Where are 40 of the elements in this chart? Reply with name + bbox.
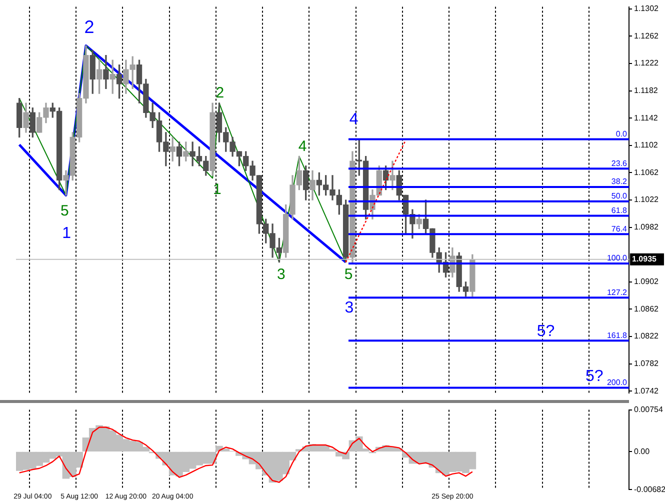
y-tick-label: -0.00682 [634, 484, 665, 494]
annotation: 61.8 [611, 206, 628, 215]
y-tick-label: 1.0742 [634, 386, 660, 396]
annotation: 4 [298, 138, 307, 155]
y-tick-label: 0.00 [634, 446, 650, 456]
y-tick-label: 1.1102 [634, 140, 658, 150]
annotation: 100.0 [606, 254, 628, 263]
annotation: 2 [216, 84, 224, 102]
y-tick-label: 0.00754 [634, 405, 664, 414]
annotation: 2 [84, 16, 94, 37]
annotation: 127.2 [606, 288, 628, 297]
annotation: 3 [277, 266, 286, 284]
annotation: 5 [60, 202, 69, 220]
annotation: 23.6 [611, 158, 628, 168]
ref-line-label: 1.0935 [632, 254, 658, 264]
y-tick-label: 1.1222 [634, 58, 660, 68]
y-tick-label: 1.0862 [634, 304, 660, 314]
y-tick-label: 1.1062 [634, 168, 660, 177]
annotation: 1 [213, 180, 222, 198]
y-tick-label: 1.1302 [634, 4, 660, 14]
y-tick-label: 1.1022 [634, 195, 660, 204]
annotation: 4 [349, 110, 358, 128]
annotation: 76.4 [611, 224, 628, 234]
annotation: 38.2 [611, 177, 628, 186]
y-tick-label: 1.0782 [634, 359, 660, 368]
y-tick-label: 1.0982 [634, 222, 660, 232]
annotation: 5? [536, 323, 555, 340]
annotation: 0.0 [616, 129, 628, 138]
y-tick-label: 1.0822 [634, 332, 660, 341]
annotation: 3 [344, 299, 354, 316]
y-tick-label: 1.1182 [634, 86, 658, 95]
annotation: 5 [344, 266, 353, 284]
y-tick-label: 1.1262 [634, 31, 660, 40]
annotation: 161.8 [606, 330, 628, 340]
annotation: 200.0 [606, 378, 628, 387]
annotation: 1 [62, 224, 72, 242]
annotation: 50.0 [611, 192, 628, 201]
y-tick-label: 1.0902 [634, 277, 660, 286]
annotation: 5? [585, 368, 604, 386]
y-tick-label: 1.1142 [634, 113, 658, 122]
